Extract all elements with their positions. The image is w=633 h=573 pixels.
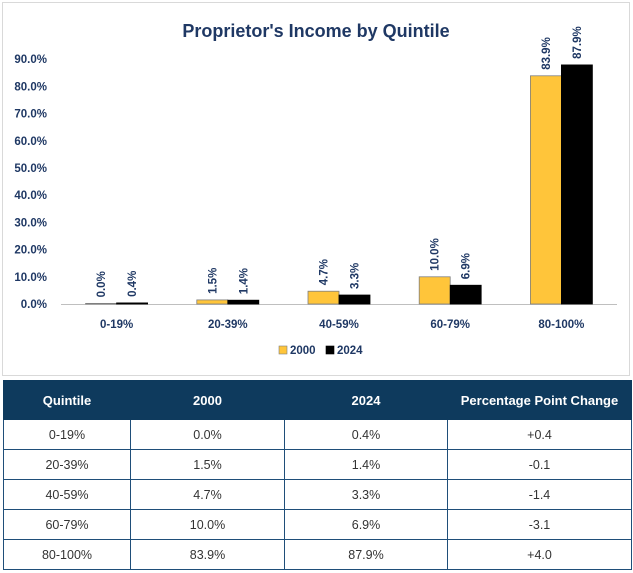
y-tick-label: 30.0% — [14, 217, 47, 229]
cell-2024: 6.9% — [284, 509, 448, 540]
cell-quintile: 40-59% — [3, 479, 131, 510]
legend-swatch-2024 — [325, 345, 335, 355]
table-row: 80-100% 83.9% 87.9% +4.0 — [3, 539, 632, 570]
cell-2024: 87.9% — [284, 539, 448, 570]
data-label: 6.9% — [461, 253, 473, 279]
bar-2024 — [116, 302, 148, 305]
x-tick-label: 60-79% — [430, 319, 470, 331]
cell-2000: 1.5% — [130, 449, 285, 480]
bar-2024 — [227, 299, 260, 305]
y-tick-label: 10.0% — [14, 272, 47, 284]
table-row: 20-39% 1.5% 1.4% -0.1 — [3, 449, 632, 480]
cell-change: -3.1 — [447, 509, 632, 540]
cell-2024: 0.4% — [284, 419, 448, 450]
cell-2000: 83.9% — [130, 539, 285, 570]
y-tick-label: 70.0% — [14, 109, 47, 121]
cell-2000: 0.0% — [130, 419, 285, 450]
x-tick-label: 20-39% — [208, 319, 248, 331]
y-tick-label: 80.0% — [14, 81, 47, 93]
data-label: 1.4% — [238, 268, 250, 294]
y-tick-label: 0.0% — [21, 299, 47, 311]
bar-2000 — [196, 299, 229, 305]
chart-title: Proprietor's Income by Quintile — [182, 21, 449, 41]
x-tick-label: 80-100% — [538, 319, 584, 331]
y-tick-label: 60.0% — [14, 136, 47, 148]
bar-2000 — [418, 276, 451, 305]
header-2024: 2024 — [284, 380, 448, 420]
y-tick-label: 90.0% — [14, 54, 47, 66]
data-label: 83.9% — [541, 37, 553, 70]
cell-quintile: 80-100% — [3, 539, 131, 570]
cell-2024: 1.4% — [284, 449, 448, 480]
legend-swatch-2000 — [278, 345, 288, 355]
legend-label: 2000 — [290, 345, 316, 357]
bar-2024 — [561, 64, 593, 305]
bar-chart: Proprietor's Income by Quintile 0.0% 10.0%… — [14, 21, 617, 357]
data-label: 10.0% — [430, 238, 442, 271]
cell-quintile: 20-39% — [3, 449, 131, 480]
cell-change: -1.4 — [447, 479, 632, 510]
data-label: 3.3% — [350, 263, 362, 289]
data-table-container: Quintile 2000 2024 Percentage Point Chan… — [3, 380, 632, 570]
x-tick-label: 40-59% — [319, 319, 359, 331]
data-table: Quintile 2000 2024 Percentage Point Chan… — [3, 380, 632, 570]
bar-2000 — [85, 302, 117, 305]
bar-2024 — [338, 294, 371, 305]
y-tick-label: 20.0% — [14, 245, 47, 257]
legend-label: 2024 — [337, 345, 363, 357]
header-2000: 2000 — [130, 380, 285, 420]
data-label: 87.9% — [572, 26, 584, 59]
bar-2000 — [307, 290, 340, 305]
cell-2000: 4.7% — [130, 479, 285, 510]
header-change: Percentage Point Change — [447, 380, 632, 420]
table-header-row: Quintile 2000 2024 Percentage Point Chan… — [3, 380, 632, 420]
x-tick-label: 0-19% — [100, 319, 133, 331]
cell-change: +4.0 — [447, 539, 632, 570]
data-label: 0.0% — [96, 271, 108, 297]
bar-2000 — [530, 75, 562, 305]
cell-change: -0.1 — [447, 449, 632, 480]
data-label: 0.4% — [127, 271, 139, 297]
cell-change: +0.4 — [447, 419, 632, 450]
y-tick-label: 40.0% — [14, 190, 47, 202]
data-label: 1.5% — [207, 268, 219, 294]
cell-2000: 10.0% — [130, 509, 285, 540]
cell-quintile: 60-79% — [3, 509, 131, 540]
table-row: 0-19% 0.0% 0.4% +0.4 — [3, 419, 632, 450]
table-row: 40-59% 4.7% 3.3% -1.4 — [3, 479, 632, 510]
header-quintile: Quintile — [3, 380, 131, 420]
y-tick-label: 50.0% — [14, 163, 47, 175]
chart-container: Proprietor's Income by Quintile 0.0% 10.0%… — [2, 2, 630, 376]
data-label: 4.7% — [319, 259, 331, 285]
bar-2024 — [449, 284, 482, 305]
cell-quintile: 0-19% — [3, 419, 131, 450]
cell-2024: 3.3% — [284, 479, 448, 510]
table-row: 60-79% 10.0% 6.9% -3.1 — [3, 509, 632, 540]
